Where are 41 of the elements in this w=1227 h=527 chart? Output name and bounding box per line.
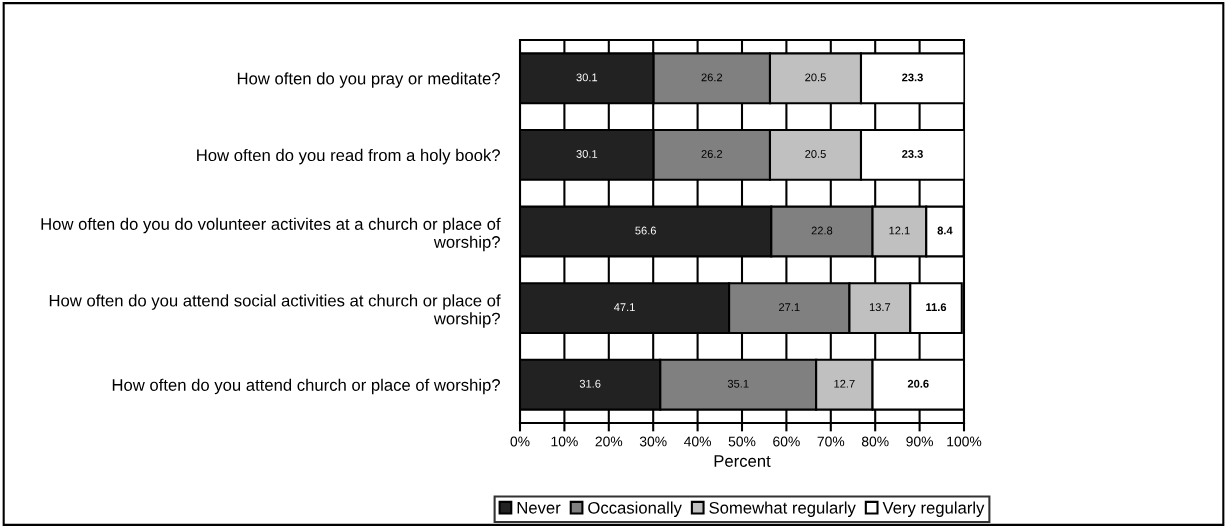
data-label: 30.1 <box>576 73 598 82</box>
x-tick-label: 20% <box>595 436 623 447</box>
x-tick-label: 80% <box>861 436 889 447</box>
x-tick-label: 100% <box>947 436 982 447</box>
y-tick-label: How often do you attend church or place of worship? <box>112 378 500 395</box>
data-label: 35.1 <box>727 379 749 388</box>
x-axis-title: Percent <box>714 455 771 467</box>
y-tick-label: How often do you do volunteer activites at a church or place of worship? <box>41 217 501 252</box>
data-label: 20.6 <box>907 379 929 388</box>
legend-label: Occasionally <box>588 501 682 517</box>
data-label: 13.7 <box>869 303 891 312</box>
data-label: 31.6 <box>579 379 601 388</box>
x-tick-label: 70% <box>817 436 845 447</box>
data-label: 12.1 <box>889 226 910 235</box>
legend-label: Very regularly <box>882 501 985 517</box>
data-label: 26.2 <box>701 150 723 158</box>
data-label: 23.3 <box>902 73 923 82</box>
x-tick-label: 30% <box>639 436 667 447</box>
data-label: 56.6 <box>635 226 656 235</box>
data-label: 20.5 <box>805 73 826 82</box>
y-tick-label: How often do you pray or meditate? <box>237 72 500 88</box>
data-label: 26.2 <box>701 73 723 82</box>
data-label: 12.7 <box>834 379 855 388</box>
data-label: 8.4 <box>937 226 953 235</box>
data-label: 47.1 <box>614 303 635 311</box>
data-label: 23.3 <box>902 150 923 158</box>
data-label: 11.6 <box>926 303 947 312</box>
data-label: 22.8 <box>811 226 833 235</box>
legend-label: Never <box>517 502 561 514</box>
data-label: 30.1 <box>576 150 598 158</box>
x-tick-label: 50% <box>728 436 756 447</box>
x-tick-label: 10% <box>551 436 578 447</box>
x-tick-label: 90% <box>906 436 934 447</box>
x-tick-label: 60% <box>773 436 800 447</box>
x-tick-label: 40% <box>684 436 712 447</box>
data-label: 20.5 <box>805 150 826 158</box>
legend-label: Somewhat regularly <box>709 501 856 517</box>
y-tick-label: How often do you read from a holy book? <box>197 148 500 165</box>
y-tick-label: How often do you attend social activities at church or place of worship? <box>49 294 501 328</box>
data-label: 27.1 <box>779 303 800 311</box>
x-tick-label: 0% <box>510 436 530 447</box>
